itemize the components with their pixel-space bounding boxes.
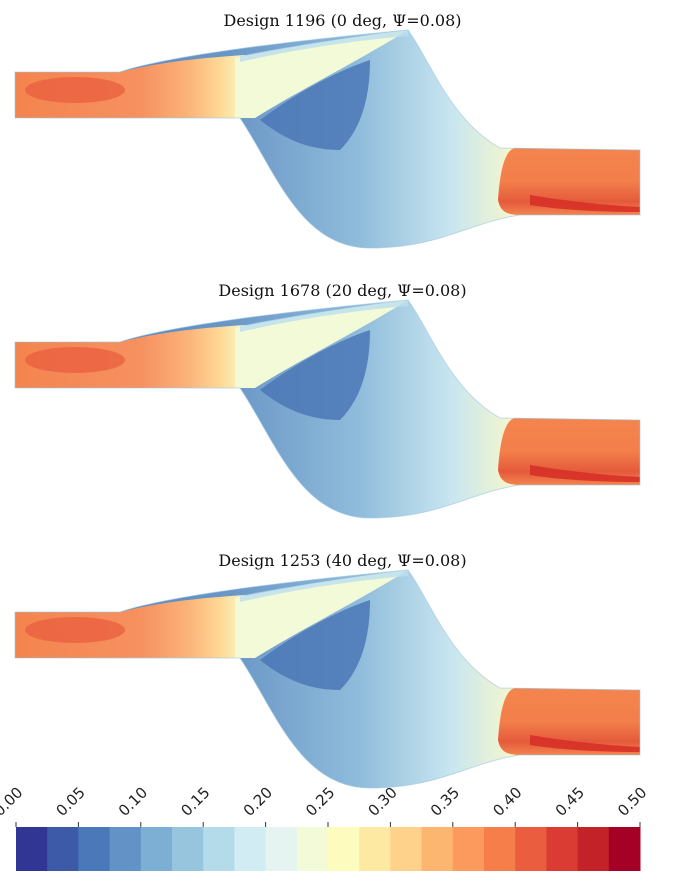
outlet-core: [530, 465, 640, 482]
colorbar: 0.00 0.05 0.10 0.15 0.20 0.25 0.30 0.35 0.40 0.45…: [0, 783, 650, 871]
colorbar-tick-label: 0.40: [489, 783, 525, 819]
colorbar-tick-label: 0.45: [552, 783, 588, 819]
inlet-core: [25, 347, 125, 373]
inlet-core: [25, 77, 125, 103]
colorbar-swatch: [359, 827, 391, 871]
colorbar-swatch: [172, 827, 204, 871]
duct-panel-3: [14, 569, 641, 789]
colorbar-swatch: [296, 827, 329, 871]
low-core: [260, 60, 370, 150]
upper-wall-layer: [240, 570, 408, 602]
colorbar-tick-label: 0.20: [240, 783, 276, 819]
colorbar-swatch: [515, 827, 547, 871]
colorbar-swatch: [265, 827, 298, 871]
upper-wall-layer: [240, 300, 408, 332]
colorbar-tick-label: 0.00: [0, 783, 26, 819]
panel-title-2: Design 1678 (20 deg, Ψ=0.08): [218, 281, 467, 300]
low-core: [260, 600, 370, 690]
colorbar-tick-label: 0.15: [177, 783, 213, 819]
low-core: [260, 330, 370, 420]
inlet-core: [25, 617, 125, 643]
colorbar-swatch: [140, 827, 173, 871]
colorbar-tick-label: 0.35: [427, 783, 463, 819]
duct-panel-2: [14, 299, 641, 519]
colorbar-tick-label: 0.10: [115, 783, 151, 819]
colorbar-swatch: [328, 827, 360, 871]
colorbar-tick-label: 0.05: [53, 783, 89, 819]
upper-wall-layer: [240, 30, 408, 62]
colorbar-swatch: [577, 827, 610, 871]
outlet-core: [530, 735, 640, 752]
colorbar-swatch: [452, 827, 485, 871]
colorbar-swatch: [109, 827, 142, 871]
colorbar-tick-label: 0.50: [614, 783, 650, 819]
colorbar-swatch: [484, 827, 516, 871]
colorbar-swatch: [421, 827, 454, 871]
colorbar-swatch: [78, 827, 111, 871]
panel-title-3: Design 1253 (40 deg, Ψ=0.08): [218, 551, 467, 570]
colorbar-swatch: [203, 827, 235, 871]
colorbar-swatch: [390, 827, 423, 871]
panel-title-1: Design 1196 (0 deg, Ψ=0.08): [223, 11, 462, 30]
outlet-core: [530, 195, 640, 212]
colorbar-swatch: [47, 827, 79, 871]
colorbar-swatch: [608, 827, 641, 871]
colorbar-swatch: [234, 827, 267, 871]
colorbar-tick-label: 0.25: [302, 783, 338, 819]
colorbar-tick-label: 0.30: [365, 783, 401, 819]
colorbar-swatch: [16, 827, 48, 871]
colorbar-swatch: [546, 827, 579, 871]
duct-panel-1: [14, 29, 641, 249]
